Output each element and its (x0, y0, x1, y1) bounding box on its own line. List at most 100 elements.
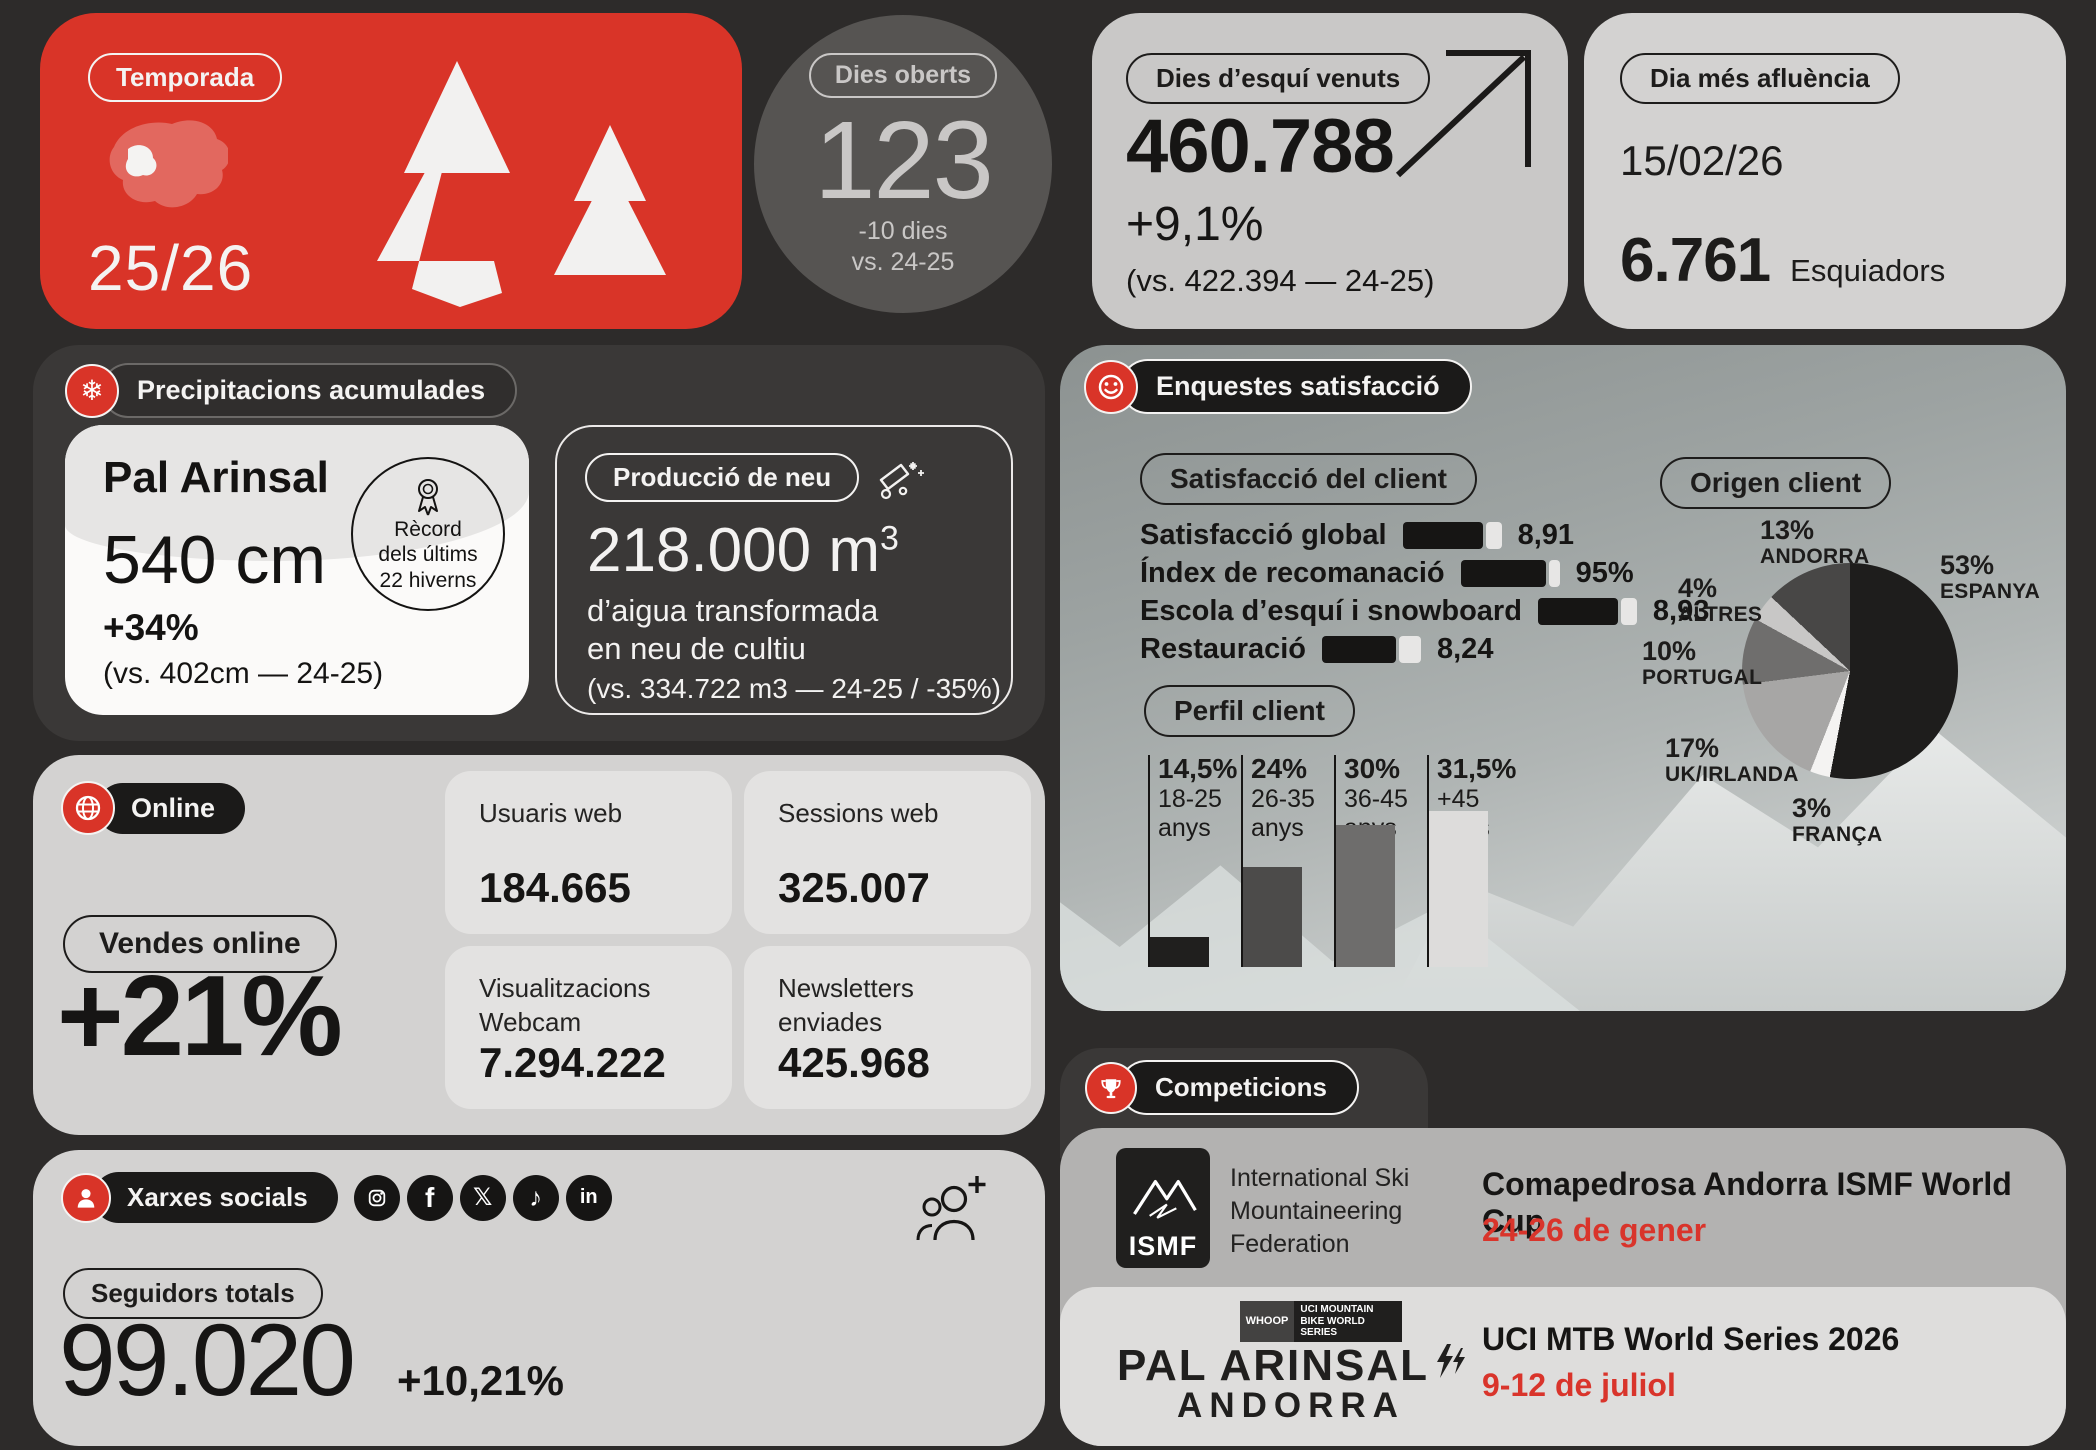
perfil-pct: 30% (1344, 753, 1401, 784)
pie-label-uk-irlanda: 17% UK/IRLANDA (1665, 733, 1799, 787)
satisfaction-value: 8,93 (1652, 594, 1710, 627)
stat-value: 7.294.222 (479, 1039, 666, 1086)
ismf-org-line: Mountaineering (1230, 1197, 1403, 1225)
ismf-logo-text: ISMF (1128, 1231, 1198, 1261)
perfil-pct: 24% (1251, 753, 1308, 784)
globe-icon (61, 781, 115, 835)
precipitacions-panel: ❄ Precipitacions acumulades Pal Arinsal … (33, 345, 1045, 741)
dies-oberts-badge: Dies oberts (808, 53, 998, 98)
perfil-column: 30% 36-45 anys (1334, 753, 1427, 967)
snow-delta: +34% (103, 607, 199, 648)
perfil-pct: 31,5% (1437, 753, 1517, 784)
record-line: Rècord (394, 517, 462, 541)
dies-venuts-vs: (vs. 422.394 — 24-25) (1126, 263, 1435, 298)
satisfaction-value: 95% (1575, 556, 1634, 589)
perfil-column: 31,5% +45 anys (1427, 753, 1520, 967)
stat-value: 425.968 (778, 1039, 930, 1086)
competicions-card: ISMF International Ski Mountaineering Fe… (1060, 1128, 2066, 1446)
afluencia-value: 6.761 (1620, 226, 1771, 295)
trophy-icon (1085, 1061, 1137, 1114)
satisfaction-label: Índex de recomanació (1140, 556, 1445, 589)
uci-series-box: WHOOP UCI Mountain Bike World Series (1239, 1301, 1403, 1342)
origen-pie (1742, 563, 1958, 779)
satisfaction-label: Escola d’esquí i snowboard (1140, 594, 1522, 627)
perfil-bar (1336, 825, 1395, 967)
lightning-icon (1437, 1343, 1466, 1378)
perfil-chart: 14,5% 18-25 anys 24% 26-35 anys 30% (1148, 753, 1520, 967)
seguidors-value: 99.020 (59, 1303, 356, 1417)
perfil-range: anys (1251, 813, 1304, 842)
online-card: Online Vendes online +21% Usuaris web 18… (33, 755, 1045, 1135)
instagram-icon[interactable] (353, 1174, 400, 1221)
stat-value: 184.665 (479, 864, 631, 911)
medal-icon (418, 478, 438, 516)
tiktok-icon[interactable]: ♪ (512, 1174, 559, 1221)
trees-icon (377, 61, 666, 307)
ismf-org-line: International Ski (1230, 1164, 1410, 1192)
afluencia-date: 15/02/26 (1620, 137, 1784, 184)
perfil-bar (1429, 811, 1488, 967)
satisfaction-label: Satisfacció global (1140, 518, 1387, 551)
linkedin-icon[interactable]: in (565, 1174, 612, 1221)
neu-value: 218.000 m (587, 516, 880, 585)
pal-logo-line2: ANDORRA (1177, 1385, 1405, 1425)
dies-venuts-delta: +9,1% (1126, 198, 1264, 251)
stat-box-webcam: Visualitzacions Webcam 7.294.222 (445, 946, 732, 1109)
vendes-online-badge: Vendes online (63, 915, 337, 973)
pie-label-franca: 3% FRANÇA (1792, 793, 1883, 847)
arrow-up-right-icon (1395, 50, 1531, 178)
dies-venuts-card: Dies d’esquí venuts 460.788 +9,1% (vs. 4… (1092, 13, 1568, 329)
dies-oberts-circle: Dies oberts 123 -10 dies vs. 24-25 (754, 15, 1052, 313)
satisfaction-row: Escola d’esquí i snowboard 8,93 (1140, 594, 1710, 627)
satisfaction-bar (1322, 635, 1421, 663)
perfil-column: 14,5% 18-25 anys (1148, 753, 1241, 967)
season-card: Temporada 25/26 (40, 13, 742, 329)
perfil-range: 36-45 (1344, 785, 1408, 813)
stat-label: Usuaris web (479, 798, 623, 828)
stat-label: Sessions web (778, 798, 939, 828)
afluencia-unit: Esquiadors (1790, 253, 1946, 288)
produccio-neu-card: Producció de neu 218.000 m3 d’aigua tran… (555, 425, 1013, 715)
online-header: Online (97, 782, 246, 834)
produccio-badge: Producció de neu (585, 453, 860, 502)
neu-desc-2: en neu de cultiu (587, 631, 806, 666)
xarxes-header: Xarxes socials (93, 1172, 338, 1223)
ismf-org-line: Federation (1230, 1230, 1350, 1258)
satisfaction-bar (1460, 559, 1560, 587)
person-icon (61, 1172, 111, 1223)
satisfaction-row: Restauració 8,24 (1140, 632, 1709, 665)
satisfaction-label: Restauració (1140, 632, 1307, 665)
dies-venuts-value: 460.788 (1126, 104, 1395, 189)
satisfaction-value: 8,24 (1437, 632, 1494, 665)
event-row-uci: WHOOP UCI Mountain Bike World Series PAL… (1060, 1287, 2066, 1446)
facebook-icon[interactable]: f (406, 1174, 453, 1221)
afluencia-badge: Dia més afluència (1620, 53, 1900, 104)
smiley-icon (1084, 359, 1138, 414)
snow-value: 540 cm (103, 522, 326, 598)
perfil-column: 24% 26-35 anys (1241, 753, 1334, 967)
whoop-label: WHOOP (1239, 1301, 1295, 1342)
satisfaction-bar (1402, 521, 1502, 549)
record-line: 22 hiverns (379, 568, 477, 592)
pie-label-espanya: 53% ESPANYA (1940, 550, 2041, 604)
snow-cannon-icon (879, 461, 925, 499)
perfil-bar (1243, 867, 1302, 967)
neu-vs: (vs. 334.722 m3 — 24-25 / -35%) (587, 673, 1001, 704)
perfil-range: anys (1158, 813, 1211, 842)
x-icon[interactable]: 𝕏 (459, 1174, 506, 1221)
stat-label: Newsletters enviades (778, 973, 914, 1037)
satisfaction-bar (1537, 597, 1637, 625)
social-icons: f 𝕏 ♪ in (353, 1174, 612, 1221)
perfil-bar (1150, 937, 1209, 967)
satisfaction-chart: Satisfacció global 8,91 Índex de recoman… (1140, 518, 1710, 665)
pal-arinsal-logo: WHOOP UCI Mountain Bike World Series PAL… (1116, 1301, 1466, 1424)
pie-label-portugal: 10% PORTUGAL (1642, 636, 1763, 690)
stat-box-newsletters: Newsletters enviades 425.968 (744, 946, 1031, 1109)
enquestes-panel: Enquestes satisfacció Satisfacció del cl… (1060, 345, 2066, 1011)
andorra-map-icon (109, 120, 228, 208)
event2-title: UCI MTB World Series 2026 (1482, 1321, 1900, 1357)
pie-label-altres: 4% ALTRES (1678, 573, 1763, 627)
ismf-logo: ISMF (1116, 1148, 1210, 1268)
satisfaccio-badge: Satisfacció del client (1140, 453, 1477, 505)
satisfaction-row: Satisfacció global 8,91 (1140, 518, 1709, 551)
